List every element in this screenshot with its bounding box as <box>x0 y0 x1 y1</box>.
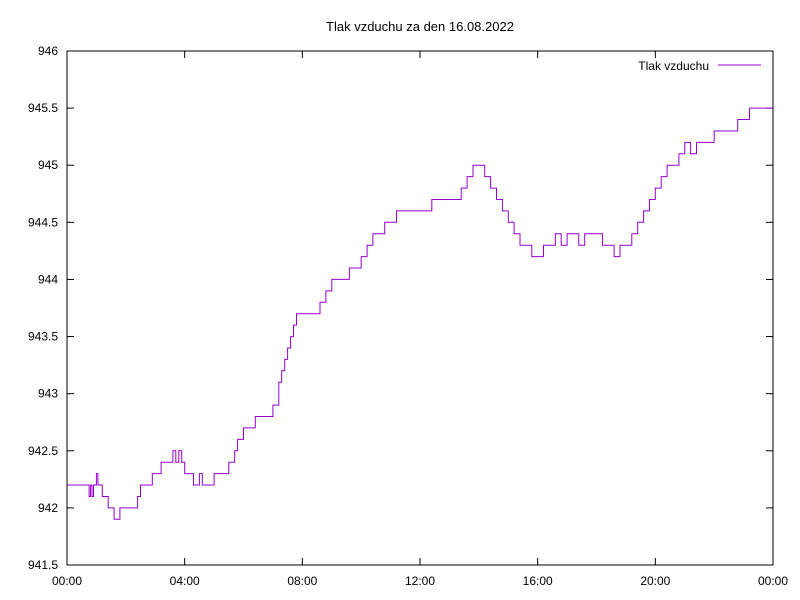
x-tick-label: 04:00 <box>170 574 200 588</box>
y-tick-label: 941.5 <box>28 558 58 572</box>
x-tick-label: 12:00 <box>405 574 435 588</box>
y-tick-label: 945 <box>38 158 58 172</box>
x-tick-label: 20:00 <box>640 574 670 588</box>
y-tick-label: 946 <box>38 44 58 58</box>
y-axis: 941.5 942 942.5 943 943.5 944 944.5 945 945.5 946 <box>28 44 773 572</box>
x-tick-label: 08:00 <box>287 574 317 588</box>
y-tick-label: 943.5 <box>28 330 58 344</box>
legend: Tlak vzduchu <box>638 59 761 73</box>
x-tick-label: 16:00 <box>523 574 553 588</box>
x-tick-label: 00:00 <box>758 574 788 588</box>
y-tick-label: 942 <box>38 501 58 515</box>
plot-frame <box>66 50 774 566</box>
y-tick-label: 943 <box>38 387 58 401</box>
legend-label: Tlak vzduchu <box>638 59 709 73</box>
x-tick-label: 00:00 <box>52 574 82 588</box>
x-axis: 00:00 04:00 08:00 12:00 16:00 20:00 00:00 <box>52 51 788 588</box>
chart-title: Tlak vzduchu za den 16.08.2022 <box>326 19 514 34</box>
y-tick-label: 944 <box>38 272 58 286</box>
series-layer <box>67 107 773 520</box>
series-line-0 <box>67 107 773 520</box>
y-tick-label: 944.5 <box>28 215 58 229</box>
y-tick-label: 945.5 <box>28 101 58 115</box>
y-tick-label: 942.5 <box>28 444 58 458</box>
